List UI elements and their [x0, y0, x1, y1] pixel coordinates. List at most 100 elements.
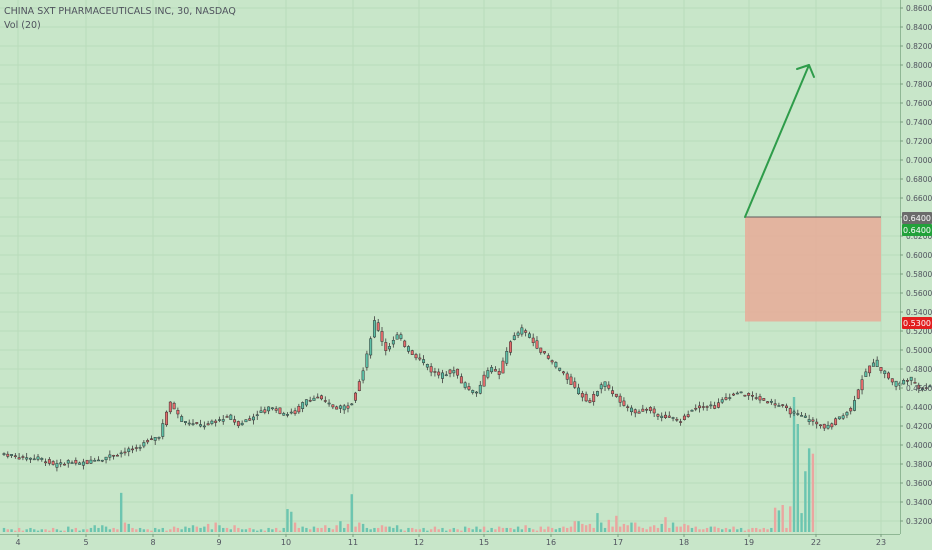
candle-body-up [191, 423, 195, 425]
candle-body-down [569, 376, 573, 385]
volume-bar [497, 526, 501, 532]
candle [153, 437, 157, 445]
candle [694, 404, 698, 412]
candle [819, 424, 822, 429]
volume-bar [44, 529, 47, 532]
candle [346, 402, 350, 413]
volume-bar [70, 529, 74, 532]
candle [267, 406, 271, 415]
volume-indicator-label[interactable]: Vol (20) [4, 20, 41, 31]
candle [550, 359, 554, 365]
candle [505, 347, 509, 366]
volume-bar [263, 530, 267, 532]
candle [648, 406, 652, 414]
candle [270, 407, 274, 411]
candle [592, 391, 596, 406]
volume-bar [36, 530, 40, 532]
volume-bar [2, 527, 6, 532]
candle-body-up [252, 416, 255, 421]
candle-body-up [2, 453, 6, 455]
candle [928, 384, 932, 388]
candle [879, 367, 883, 374]
volume-bar [456, 529, 459, 532]
volume-bar [611, 526, 614, 532]
candle-body-up [388, 346, 392, 350]
candle [565, 371, 569, 385]
candle [758, 393, 762, 404]
volume-bar [259, 529, 263, 532]
volume-bar [452, 527, 456, 532]
candle-body-down [543, 351, 546, 354]
candle [308, 396, 312, 403]
candle-body-down [785, 405, 788, 409]
symbol-title[interactable]: CHINA SXT PHARMACEUTICALS INC, 30, NASDA… [4, 6, 236, 17]
candle-body-down [588, 400, 592, 403]
volume-bar [316, 527, 319, 532]
volume-bar [150, 530, 153, 532]
volume-bar [634, 522, 637, 532]
candle-body-up [845, 412, 849, 416]
candle-body-up [350, 403, 354, 406]
volume-bar [690, 527, 694, 532]
candle-body-up [660, 415, 664, 418]
candle-body-down [418, 357, 422, 360]
volume-bar [184, 526, 187, 532]
candle-body-down [17, 457, 21, 460]
volume-bar [365, 527, 369, 532]
candle [13, 453, 17, 459]
candle-body-down [331, 404, 335, 408]
volume-bar [93, 525, 96, 532]
candle-body-up [395, 334, 399, 340]
volume-bar [721, 529, 724, 532]
candle [183, 421, 187, 426]
time-axis-label: 9 [216, 538, 221, 547]
volume-bar [414, 529, 418, 532]
volume-bar [63, 530, 66, 532]
candle [769, 398, 773, 405]
candle-body-down [456, 368, 460, 376]
candle-body-up [127, 448, 131, 452]
time-axis-label: 16 [546, 538, 556, 547]
candle [297, 403, 301, 414]
candle [762, 398, 766, 401]
candle [921, 386, 924, 392]
volume-bar [509, 527, 512, 532]
price-axis-label: 0.3400 [906, 498, 932, 507]
candle [577, 383, 581, 395]
candle-body-up [70, 462, 74, 464]
candle-body-down [648, 407, 652, 411]
volume-bar [770, 527, 773, 532]
candle [535, 336, 539, 350]
volume-bar [67, 526, 70, 532]
candle [822, 423, 826, 432]
candle [664, 411, 667, 419]
time-axis[interactable]: 4 5 8 9 10 11 12 15 16 17 18 19 22 23 [15, 534, 886, 547]
candle-body-down [146, 440, 150, 443]
volume-bar [297, 527, 301, 532]
candle-body-down [433, 371, 437, 373]
candle [698, 401, 701, 413]
volume-bar [739, 527, 743, 532]
candle [898, 381, 902, 390]
volume-bar [777, 510, 781, 532]
candle [845, 410, 849, 419]
candle [44, 458, 48, 466]
candle-body-up [630, 407, 633, 413]
candle-body-up [894, 380, 898, 387]
candle-body-up [66, 460, 70, 464]
volume-bar [324, 525, 327, 532]
candle-body-up [342, 405, 346, 411]
volume-bar [384, 526, 387, 532]
candle [312, 395, 316, 401]
candle [89, 456, 93, 464]
candle-body-down [384, 342, 388, 351]
candle [803, 412, 807, 419]
candle [837, 416, 841, 420]
candle [289, 408, 293, 415]
candle-body-down [233, 419, 237, 423]
candle-body-up [898, 382, 902, 386]
volume-bar [547, 526, 550, 532]
candle-body-up [709, 404, 713, 407]
